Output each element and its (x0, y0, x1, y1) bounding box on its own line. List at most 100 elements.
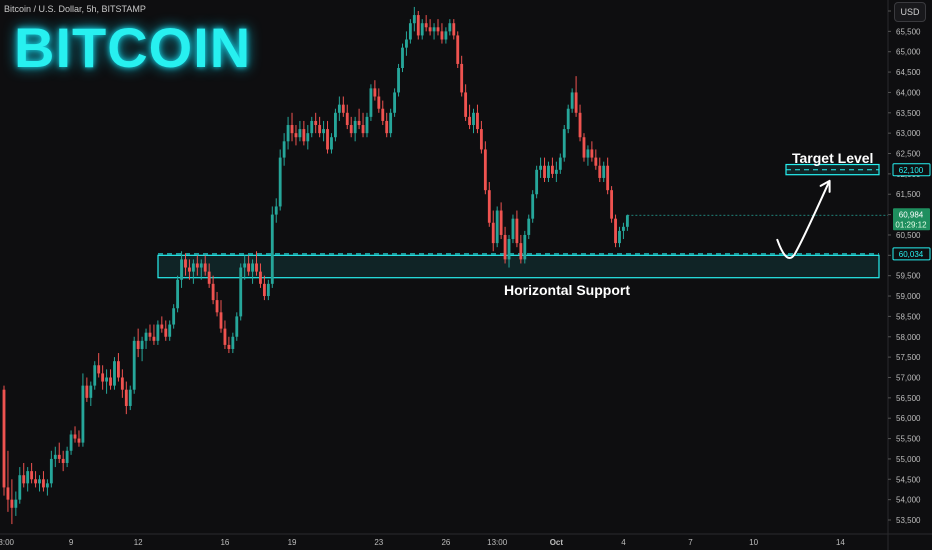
candle-body (582, 137, 586, 158)
candle-body (566, 108, 570, 130)
candle (562, 125, 566, 162)
x-tick-label: 7 (688, 538, 693, 547)
candle-body (424, 23, 428, 28)
candle-body (361, 125, 365, 134)
candle (207, 263, 211, 288)
candle-body (148, 332, 152, 337)
candle (180, 251, 183, 288)
x-tick-label: 16 (220, 538, 229, 547)
x-tick-label: 19 (288, 538, 297, 547)
candle-body (266, 283, 270, 297)
candle (625, 214, 629, 231)
candle-body (535, 169, 539, 195)
candle-body (57, 454, 61, 459)
candle-body (345, 112, 349, 126)
candle (290, 112, 294, 142)
candle (369, 84, 373, 121)
candle (491, 210, 495, 252)
y-tick-label: 59,500 (896, 272, 921, 281)
candle (156, 320, 160, 345)
candle (298, 120, 302, 142)
candle (184, 253, 187, 276)
candle (105, 369, 109, 394)
candle-body (614, 218, 617, 244)
candle (227, 336, 231, 354)
candle (49, 450, 53, 488)
candle-body (558, 157, 562, 170)
candle (65, 446, 69, 468)
candle (136, 328, 140, 358)
candle-body (333, 112, 337, 138)
candle-body (180, 259, 183, 280)
candle-body (590, 149, 594, 158)
candle (618, 226, 621, 248)
candle (10, 479, 14, 525)
candle (479, 120, 483, 154)
candle (416, 11, 420, 40)
candle (503, 226, 507, 264)
candle (515, 210, 519, 248)
target-price-tag: 62,100 (892, 163, 931, 177)
candle-body (377, 96, 381, 109)
x-axis: 13:00 9 12 16 19 23 26 13:00 Oct 4 7 10 14 (0, 538, 845, 547)
candle (602, 161, 606, 183)
candle (14, 491, 18, 516)
candle-body (610, 190, 614, 219)
y-tick-label: 56,500 (896, 394, 921, 403)
candle-body (483, 149, 487, 191)
support-price-tag-text: 60,034 (899, 250, 924, 259)
candle-body (444, 31, 448, 40)
x-tick-label: 26 (441, 538, 450, 547)
candle-body (26, 471, 30, 484)
symbol-label: Bitcoin / U.S. Dollar, 5h, BITSTAMP (4, 4, 146, 14)
candle (610, 186, 614, 223)
candle (448, 19, 452, 36)
candle (464, 84, 468, 121)
candle (405, 31, 408, 56)
y-tick-label: 56,000 (896, 414, 921, 423)
candle-body (22, 475, 26, 484)
candle-body (164, 328, 168, 337)
candle (57, 442, 61, 463)
candle-body (120, 377, 124, 390)
projection (776, 179, 831, 259)
candle-body (93, 365, 97, 386)
candle (333, 108, 337, 142)
candle-body (211, 283, 215, 301)
candle (531, 190, 535, 223)
candle-body (136, 340, 140, 349)
candle (606, 157, 610, 195)
candle-body (503, 234, 507, 260)
candle (282, 133, 286, 166)
candle-body (30, 471, 34, 480)
currency-button[interactable]: USD (894, 2, 926, 22)
candle (195, 255, 199, 276)
candle-body (69, 434, 73, 451)
candle-body (440, 31, 444, 40)
candle (535, 165, 539, 199)
candle-body (282, 141, 286, 158)
candle (558, 153, 562, 174)
candle (598, 157, 602, 183)
candle (499, 202, 503, 240)
candle-body (487, 190, 491, 223)
y-tick-label: 65,000 (896, 48, 921, 57)
candle (239, 263, 243, 321)
candle (144, 328, 148, 349)
candle-body (432, 27, 436, 32)
candle (330, 133, 333, 154)
candle (168, 320, 172, 341)
candle-body (219, 312, 223, 329)
candle-body (255, 263, 258, 272)
candle (231, 332, 235, 354)
candle (420, 19, 424, 40)
candle-body (476, 112, 479, 130)
candle (566, 104, 570, 134)
candle-body (116, 361, 120, 378)
candle (306, 125, 310, 150)
candle-body (53, 454, 57, 459)
candle-body (290, 125, 294, 134)
candle-body (472, 112, 475, 126)
candle-body (436, 27, 440, 32)
